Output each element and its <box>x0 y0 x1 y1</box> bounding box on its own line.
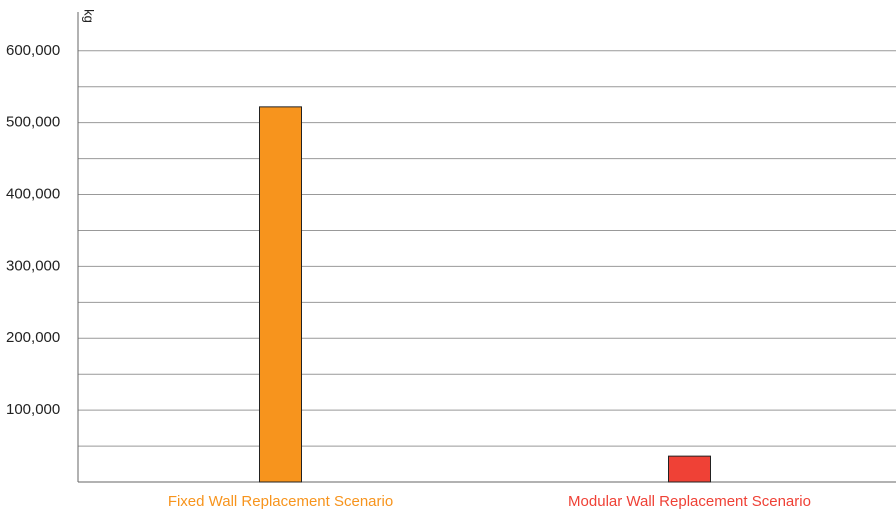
bar <box>668 455 711 483</box>
y-tick-label: 500,000 <box>6 114 60 131</box>
bar <box>259 106 302 483</box>
y-tick-label: 100,000 <box>6 401 60 418</box>
y-tick-label: 200,000 <box>6 329 60 346</box>
y-tick-label: 400,000 <box>6 186 60 203</box>
y-tick-label: 600,000 <box>6 42 60 59</box>
x-tick-label: Modular Wall Replacement Scenario <box>568 493 811 510</box>
y-axis-label: kg <box>82 9 97 23</box>
x-tick-label: Fixed Wall Replacement Scenario <box>168 493 393 510</box>
y-tick-label: 300,000 <box>6 257 60 274</box>
